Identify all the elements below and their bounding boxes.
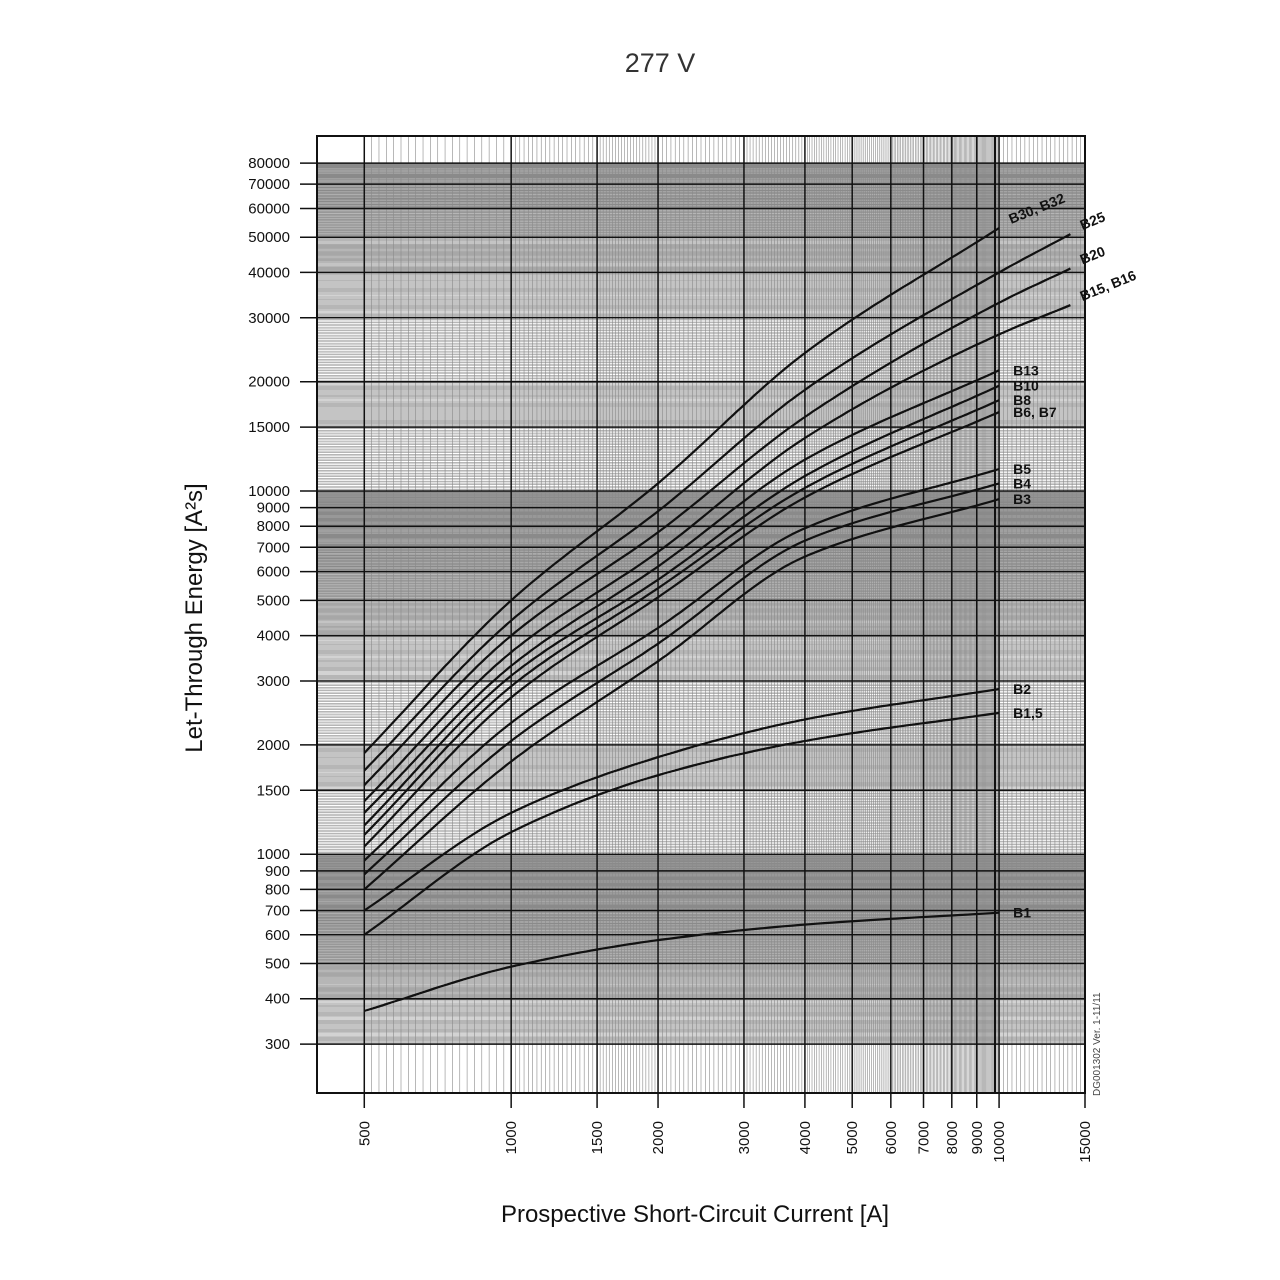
- curve-b13: [363, 369, 1000, 814]
- curve-b1: [363, 911, 1000, 1013]
- curve-label-b2: B2: [1013, 681, 1031, 697]
- curve-b15-b16: [363, 304, 1071, 802]
- y-tick-label: 50000: [248, 229, 290, 246]
- x-tick-label: 4000: [797, 1121, 814, 1154]
- curve-b25: [363, 233, 1071, 772]
- y-tick-label: 6000: [257, 564, 290, 581]
- x-tick-label: 8000: [944, 1121, 961, 1154]
- y-tick-label: 2000: [257, 737, 290, 754]
- curve-b2: [363, 687, 1000, 912]
- y-tick-label: 60000: [248, 200, 290, 217]
- curve-label-b1: B1: [1013, 905, 1031, 921]
- y-tick-label: 9000: [257, 500, 290, 517]
- y-tick-label: 30000: [248, 310, 290, 327]
- y-tick-label: 20000: [248, 374, 290, 391]
- curve-b20: [363, 267, 1071, 786]
- curve-label-b15-b16: B15, B16: [1078, 267, 1139, 304]
- y-tick-label: 500: [265, 956, 290, 973]
- y-tick-label: 70000: [248, 176, 290, 193]
- curve-label-b20: B20: [1078, 243, 1108, 268]
- x-axis-ticks: 500 1000 1500 2000 3000 4000 5000 6000 7000 8000 9…: [356, 1121, 1094, 1163]
- y-tick-label: 15000: [248, 419, 290, 436]
- x-tick-label: 1500: [589, 1121, 606, 1154]
- y-tick-label: 700: [265, 902, 290, 919]
- curve-b6-b7: [363, 411, 1000, 848]
- curve-b30-b32: [363, 227, 1000, 754]
- y-tick-label: 80000: [248, 155, 290, 172]
- curves: [363, 227, 1071, 1013]
- y-tick-label: 400: [265, 991, 290, 1008]
- version-note: DG001302 Ver. 1-11/11: [1092, 992, 1103, 1096]
- y-tick-label: 10000: [248, 483, 290, 500]
- y-tick-label: 8000: [257, 518, 290, 535]
- y-tick-label: 40000: [248, 264, 290, 281]
- x-tick-label: 7000: [916, 1121, 933, 1154]
- curve-b1-5: [363, 711, 1000, 936]
- plot-frame: [316, 135, 1086, 1094]
- curve-label-b4: B4: [1013, 475, 1031, 491]
- y-tick-label: 600: [265, 927, 290, 944]
- curve-b10: [363, 384, 1000, 827]
- curve-label-b6-b7: B6, B7: [1013, 404, 1057, 420]
- y-tick-label: 7000: [257, 539, 290, 556]
- x-tick-label: 10000: [991, 1121, 1008, 1163]
- curve-label-b10: B10: [1013, 378, 1039, 394]
- curve-b3: [363, 498, 1000, 891]
- curve-b8: [363, 399, 1000, 836]
- y-tick-label: 4000: [257, 628, 290, 645]
- curve-b4: [363, 482, 1000, 876]
- x-tick-label: 500: [356, 1121, 373, 1146]
- y-tick-label: 1000: [257, 846, 290, 863]
- y-tick-label: 1500: [257, 782, 290, 799]
- x-tick-label: 15000: [1077, 1121, 1094, 1163]
- chart-title: 277 V: [625, 48, 696, 78]
- x-tick-label: 3000: [736, 1121, 753, 1154]
- curve-label-b13: B13: [1013, 362, 1039, 378]
- curve-label-b3: B3: [1013, 491, 1031, 507]
- x-tick-label: 6000: [883, 1121, 900, 1154]
- y-axis-label: Let-Through Energy [A²s]: [181, 483, 208, 752]
- curve-b5: [363, 467, 1000, 862]
- x-axis-label: Prospective Short-Circuit Current [A]: [501, 1201, 889, 1228]
- grid: [300, 136, 1086, 1108]
- y-tick-label: 5000: [257, 592, 290, 609]
- y-tick-label: 3000: [257, 673, 290, 690]
- x-tick-label: 1000: [503, 1121, 520, 1154]
- y-tick-label: 300: [265, 1036, 290, 1053]
- curve-label-b8: B8: [1013, 392, 1031, 408]
- x-tick-label: 5000: [844, 1121, 861, 1154]
- x-tick-label: 2000: [650, 1121, 667, 1154]
- curve-label-b5: B5: [1013, 461, 1031, 477]
- curve-label-b1-5: B1,5: [1013, 705, 1043, 721]
- y-tick-label: 800: [265, 881, 290, 898]
- y-tick-label: 900: [265, 863, 290, 880]
- x-tick-label: 9000: [969, 1121, 986, 1154]
